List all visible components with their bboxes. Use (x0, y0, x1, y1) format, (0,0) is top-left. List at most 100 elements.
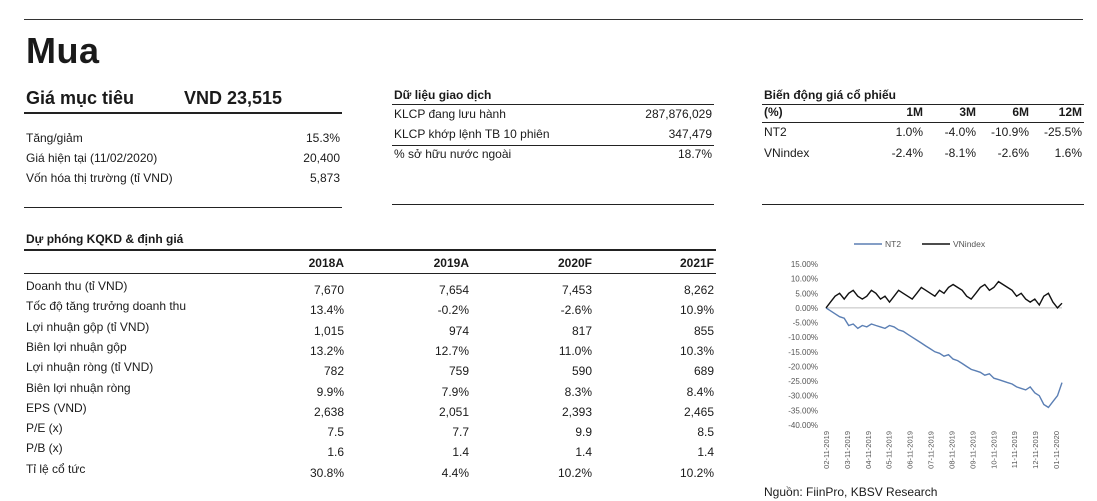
price-move-top-rule (762, 104, 1084, 105)
trading-value: 347,479 (668, 127, 712, 141)
forecast-row-label: Lợi nhuận gộp (tỉ VND) (26, 319, 150, 334)
y-tick-label: -20.00% (788, 362, 818, 371)
forecast-cell: 1.4 (452, 445, 469, 460)
price-move-cell: 1.0% (895, 125, 923, 139)
forecast-cell: 974 (448, 323, 469, 338)
forecast-cell: 4.4% (441, 465, 469, 480)
rating-title: Mua (26, 30, 100, 71)
price-move-cell: -10.9% (990, 125, 1029, 139)
trading-row: KLCP đang lưu hành 287,876,029 (394, 105, 714, 123)
price-move-header-rule (762, 122, 1084, 123)
price-move-cell: -8.1% (944, 146, 976, 160)
trading-label: % sở hữu nước ngoài (394, 147, 512, 161)
y-tick-label: 15.00% (791, 260, 818, 269)
forecast-row-label: Biên lợi nhuận gộp (26, 339, 127, 354)
forecast-row-label: Biên lợi nhuận ròng (26, 380, 131, 395)
forecast-cell: 7,670 (313, 283, 344, 297)
forecast-cell: 1.4 (697, 445, 714, 460)
price-move-cell: -4.0% (944, 125, 976, 139)
legend-label: NT2 (885, 239, 901, 249)
summary-row: Vốn hóa thị trường (tỉ VND) 5,873 (26, 169, 344, 187)
trading-label: KLCP khớp lệnh TB 10 phiên (394, 127, 550, 141)
price-move-header: 6M (1012, 105, 1029, 119)
forecast-header-rule (24, 273, 716, 274)
forecast-cell: 759 (448, 364, 469, 379)
forecast-cell: 7.9% (441, 384, 469, 399)
trading-value: 18.7% (677, 147, 712, 161)
forecast-cell: 1.6 (327, 445, 344, 460)
price-move-bottom-rule (762, 204, 1084, 205)
trading-title: Dữ liệu giao dịch (394, 88, 492, 102)
forecast-cell: 11.0% (558, 343, 592, 358)
forecast-cell: 7,654 (438, 283, 469, 297)
y-tick-label: 10.00% (791, 275, 818, 284)
forecast-row-label: EPS (VND) (26, 400, 87, 415)
source-note: Nguồn: FiinPro, KBSV Research (764, 485, 938, 499)
target-price-label: Giá mục tiêu (26, 88, 135, 108)
x-tick-label: 04-11-2019 (864, 431, 873, 469)
forecast-title: Dự phóng KQKD & định giá (26, 232, 184, 246)
trading-row-rule (392, 145, 714, 146)
forecast-cell: 30.8% (309, 465, 344, 480)
price-move-header: 12M (1058, 105, 1082, 119)
x-tick-label: 11-11-2019 (1010, 431, 1019, 468)
forecast-cell: 13.4% (309, 303, 344, 318)
summary-bottom-rule (24, 207, 342, 208)
y-tick-label: -30.00% (788, 392, 818, 401)
trading-top-rule (392, 104, 714, 105)
price-move-header: (%) (764, 105, 783, 119)
x-tick-label: 12-11-2019 (1031, 431, 1040, 469)
y-tick-label: -40.00% (788, 421, 818, 430)
trading-row: % sở hữu nước ngoài 18.7% (394, 145, 714, 163)
forecast-row-label: Tốc độ tăng trưởng doanh thu (26, 299, 187, 314)
forecast-cell: 10.2% (679, 465, 714, 480)
forecast-row-label: Tỉ lệ cổ tức (26, 461, 86, 476)
price-move-cell: 1.6% (1054, 146, 1082, 160)
forecast-row-label: Doanh thu (tỉ VND) (26, 279, 128, 293)
y-tick-label: -10.00% (788, 333, 818, 342)
forecast-top-rule (24, 249, 716, 251)
x-tick-label: 06-11-2019 (906, 431, 915, 469)
forecast-cell: 8,262 (683, 283, 714, 297)
trading-value: 287,876,029 (645, 107, 712, 121)
forecast-row-label: P/E (x) (26, 421, 63, 436)
trading-row: KLCP khớp lệnh TB 10 phiên 347,479 (394, 125, 714, 143)
legend-label: VNindex (953, 239, 986, 249)
price-move-cell: -2.6% (997, 146, 1029, 160)
trading-bottom-rule (392, 204, 714, 205)
forecast-cell: 2,051 (438, 404, 469, 419)
x-tick-label: 07-11-2019 (927, 431, 936, 469)
y-tick-label: -35.00% (788, 406, 818, 415)
forecast-cell: 689 (693, 364, 714, 379)
forecast-year-header: 2021F (679, 256, 714, 270)
x-tick-label: 03-11-2019 (843, 431, 852, 469)
price-move-cell: -2.4% (891, 146, 923, 160)
series-line-nt2 (825, 307, 1063, 409)
target-price-value: VND 23,515 (184, 88, 283, 108)
forecast-cell: 817 (571, 323, 592, 338)
price-move-title: Biến động giá cổ phiếu (764, 88, 896, 102)
forecast-year-header: 2019A (433, 256, 469, 270)
y-tick-label: -25.00% (788, 377, 818, 386)
x-tick-label: 08-11-2019 (947, 431, 956, 469)
forecast-cell: 13.2% (309, 343, 344, 358)
y-tick-label: 0.00% (795, 304, 818, 313)
summary-value: 20,400 (303, 151, 340, 165)
y-tick-label: -15.00% (788, 348, 818, 357)
summary-label: Tăng/giảm (26, 131, 83, 145)
forecast-cell: -2.6% (560, 303, 592, 318)
x-tick-label: 02-11-2019 (822, 431, 831, 469)
forecast-row-label: P/B (x) (26, 441, 63, 456)
forecast-cell: 782 (323, 364, 344, 379)
top-rule (24, 19, 1083, 20)
forecast-row-label: Lợi nhuận ròng (tỉ VND) (26, 360, 154, 375)
forecast-cell: 7.5 (327, 425, 344, 440)
forecast-cell: 855 (693, 323, 714, 338)
x-tick-label: 09-11-2019 (968, 431, 977, 469)
price-move-header: 1M (906, 105, 923, 119)
forecast-cell: 8.5 (697, 425, 714, 440)
forecast-cell: 8.3% (564, 384, 592, 399)
series-line-vnindex (825, 280, 1063, 309)
forecast-cell: 1,015 (313, 323, 344, 338)
forecast-cell: 9.9 (575, 425, 592, 440)
